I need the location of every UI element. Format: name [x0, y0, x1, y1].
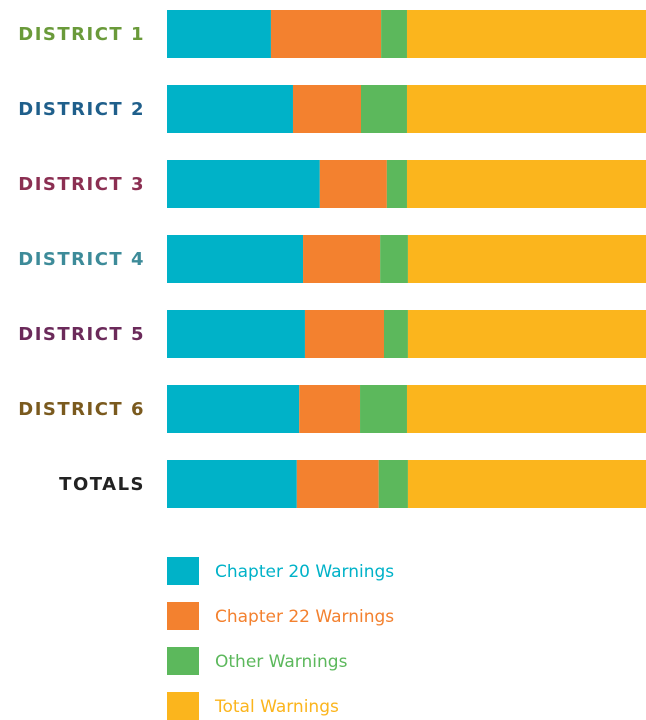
- bar-segment: [378, 460, 408, 508]
- bar-segment: [360, 385, 407, 433]
- legend-swatch: [167, 557, 199, 585]
- bar-segment: [167, 310, 305, 358]
- category-label: DISTRICT 5: [18, 324, 145, 345]
- bar-segment: [380, 235, 408, 283]
- bar-segment: [406, 10, 646, 58]
- legend-swatch: [167, 692, 199, 720]
- bar-segment: [406, 85, 646, 133]
- bar-segment: [406, 385, 646, 433]
- legend-swatch: [167, 602, 199, 630]
- legend-label: Total Warnings: [214, 697, 339, 717]
- bar-segment: [167, 235, 304, 283]
- category-label: DISTRICT 1: [18, 24, 145, 45]
- bar-segment: [383, 310, 408, 358]
- bar-segment: [407, 460, 646, 508]
- bar-segment: [167, 385, 300, 433]
- category-label: DISTRICT 2: [18, 99, 145, 120]
- bar-segment: [407, 235, 646, 283]
- category-label: TOTALS: [59, 474, 145, 495]
- bar-segment: [304, 310, 384, 358]
- bar-segment: [167, 10, 271, 58]
- bar-segment: [386, 160, 407, 208]
- bar-segment: [407, 310, 646, 358]
- bar-segment: [381, 10, 407, 58]
- bar-segment: [319, 160, 387, 208]
- bar-segment: [299, 385, 361, 433]
- category-label: DISTRICT 3: [18, 174, 145, 195]
- category-label: DISTRICT 6: [18, 399, 145, 420]
- bar-segment: [406, 160, 646, 208]
- legend-label: Chapter 20 Warnings: [215, 562, 394, 582]
- bar-segment: [296, 460, 379, 508]
- bar-segment: [167, 85, 293, 133]
- bar-segment: [303, 235, 381, 283]
- bar-segment: [292, 85, 361, 133]
- bar-segment: [167, 460, 297, 508]
- bar-segment: [270, 10, 382, 58]
- legend-label: Chapter 22 Warnings: [215, 607, 394, 627]
- legend-swatch: [167, 647, 199, 675]
- bar-segment: [360, 85, 407, 133]
- bar-segment: [167, 160, 320, 208]
- category-label: DISTRICT 4: [18, 249, 145, 270]
- legend-label: Other Warnings: [215, 652, 348, 672]
